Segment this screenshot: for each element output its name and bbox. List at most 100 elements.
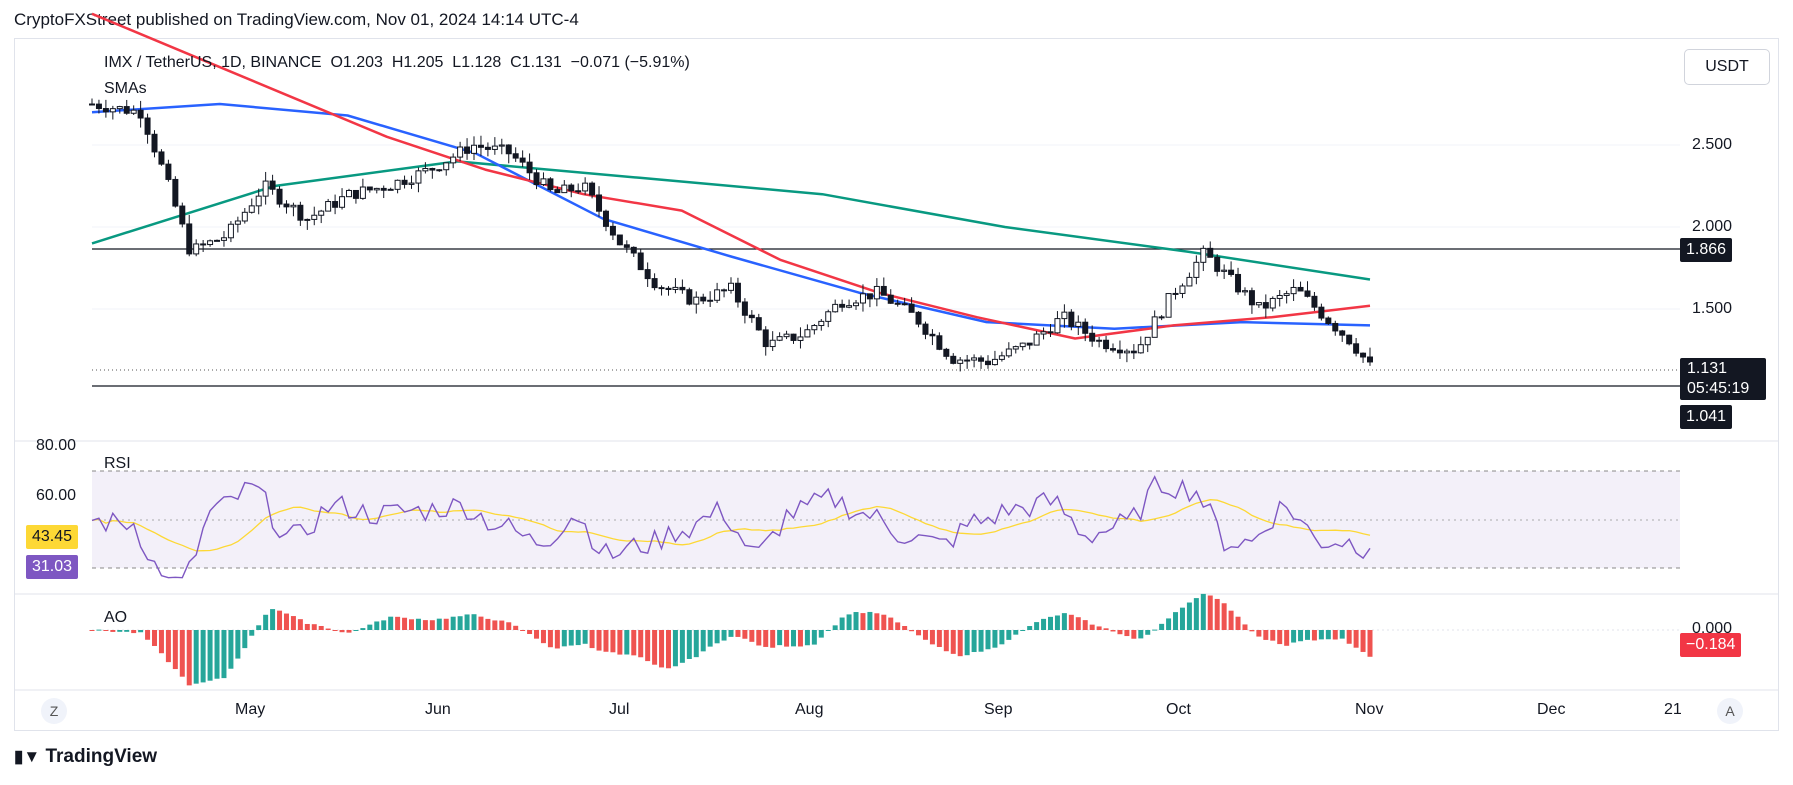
candle-body [714,289,721,301]
ao-bar [1353,630,1359,648]
ao-bar [1277,630,1283,645]
candle-body [1235,273,1242,293]
candlesticks [89,98,1373,372]
candle-body [929,333,936,337]
candle-body [582,182,589,192]
candle-body [373,187,380,191]
auto-scale-button[interactable]: A [1717,698,1743,724]
ao-bar [311,624,317,630]
candle-body [1116,349,1123,354]
ao-bar [381,620,387,630]
candle-body [429,167,436,171]
ao-bar [228,630,234,669]
zoom-button[interactable]: Z [41,698,67,724]
ao-bar [909,630,915,632]
ao-bar [1117,630,1123,635]
ao-bar [895,622,901,630]
ao-tick: 0.000 [1692,620,1733,637]
ao-bar [575,630,581,646]
ao-bar [916,630,922,636]
ao-bar [304,623,310,630]
rsi-ma-badge: 43.45 [26,525,79,549]
currency-button[interactable]: USDT [1684,49,1770,85]
ao-bar [117,630,123,632]
candle-body [811,325,818,331]
countdown-value: 05:45:19 [1687,380,1750,397]
candle-body [1005,348,1012,357]
ao-bar [547,630,553,648]
ao-bar [415,618,421,630]
ao-bar [700,630,706,652]
ao-bar [1291,630,1297,643]
ao-bar [207,630,213,681]
ao-bar [221,630,227,679]
sma-slow-line [91,160,1371,281]
candle-body [776,336,783,341]
ao-bar [1082,620,1088,630]
ao-bar [631,630,637,656]
ao-bar [478,616,484,630]
candle-body [721,289,728,292]
candle-body [1339,330,1346,336]
candle-body [144,117,151,135]
candle-body [1123,350,1130,354]
ao-bar [784,630,790,647]
candle-body [1082,321,1089,334]
candle-body [637,252,644,271]
candle-body [1151,316,1158,338]
ao-bar [659,630,665,668]
ao-bar [492,620,498,630]
candle-body [1207,247,1214,258]
ao-bar [1068,614,1074,630]
ao-bar [860,613,866,630]
ao-bar [679,630,685,663]
rsi-tick: 60.00 [36,487,77,504]
ao-bar [332,630,338,631]
ao-bar [985,630,991,650]
candle-body [762,329,769,348]
candle-body [1318,306,1325,319]
candle-body [415,170,422,184]
candle-body [1179,285,1186,294]
ao-bar [1041,618,1047,630]
ao-bar [131,630,137,634]
candle-body [283,203,290,208]
ao-bar [290,616,296,630]
candle-body [1089,332,1096,342]
candle-body [464,146,471,154]
candle-body [1221,269,1228,272]
candle-body [318,210,325,216]
ao-bar [707,630,713,647]
ao-bar [242,630,248,649]
candle-body [165,163,172,180]
candle-body [825,311,832,322]
candle-body [818,320,825,327]
candle-body [1193,261,1200,278]
ao-bar [540,630,546,644]
candle-body [339,196,346,208]
candle-body [214,239,221,242]
candle-body [1214,256,1221,272]
ao-bar [943,630,949,652]
ao-bar [1110,630,1116,632]
candle-body [1144,336,1151,346]
candle-body [686,289,693,305]
candle-body [978,357,985,362]
candle-body [457,146,464,158]
ao-bar [1193,598,1199,630]
candle-body [401,179,408,185]
ao-bar [1145,630,1151,635]
candle-body [873,285,880,300]
ao-bar [742,630,748,639]
ao-bar [214,630,220,679]
sma-legend: SMAs [104,80,147,97]
candle-body [1228,269,1235,275]
ao-bar [1263,630,1269,640]
candle-body [325,201,332,212]
ao-bar [499,620,505,630]
ao-bar [527,630,533,635]
candle-body [491,145,498,150]
candle-body [89,103,95,106]
ao-bar [124,630,130,632]
